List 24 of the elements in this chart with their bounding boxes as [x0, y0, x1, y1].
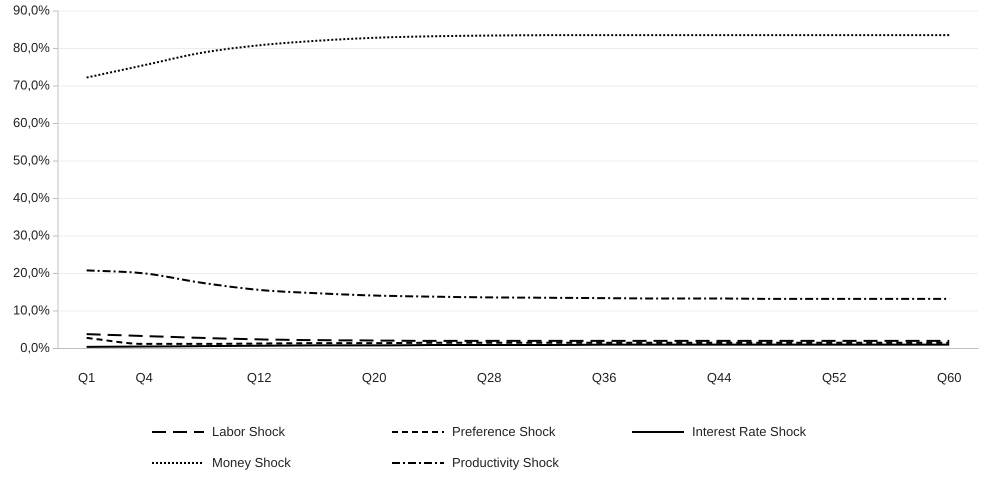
y-tick-label: 20,0% — [12, 264, 50, 280]
y-tick-label: 60,0% — [12, 114, 50, 130]
legend-label: Interest Rate Shock — [692, 424, 806, 439]
y-tick-label: 0,0% — [20, 340, 50, 355]
x-tick-label: Q36 — [592, 370, 616, 385]
y-tick-label: 90,0% — [12, 2, 50, 18]
x-tick-label: Q20 — [362, 370, 386, 385]
legend-label: Productivity Shock — [452, 455, 559, 470]
x-tick-label: Q44 — [706, 370, 732, 385]
y-tick-label: 80,0% — [12, 40, 50, 55]
x-tick-label: Q60 — [936, 370, 962, 385]
y-tick-label: 10,0% — [12, 302, 50, 318]
x-tick-label: Q52 — [822, 370, 847, 385]
legend-label: Money Shock — [212, 455, 291, 470]
x-tick-label: Q28 — [476, 370, 502, 385]
y-tick-label: 70,0% — [12, 77, 50, 92]
y-tick-label: 30,0% — [12, 227, 50, 242]
y-tick-label: 40,0% — [12, 190, 50, 205]
legend-label: Labor Shock — [212, 424, 285, 439]
x-tick-label: Q12 — [246, 370, 272, 385]
y-tick-label: 50,0% — [12, 152, 50, 168]
legend-label: Preference Shock — [452, 424, 556, 439]
x-tick-label: Q4 — [135, 370, 153, 385]
x-tick-label: Q1 — [78, 370, 96, 385]
